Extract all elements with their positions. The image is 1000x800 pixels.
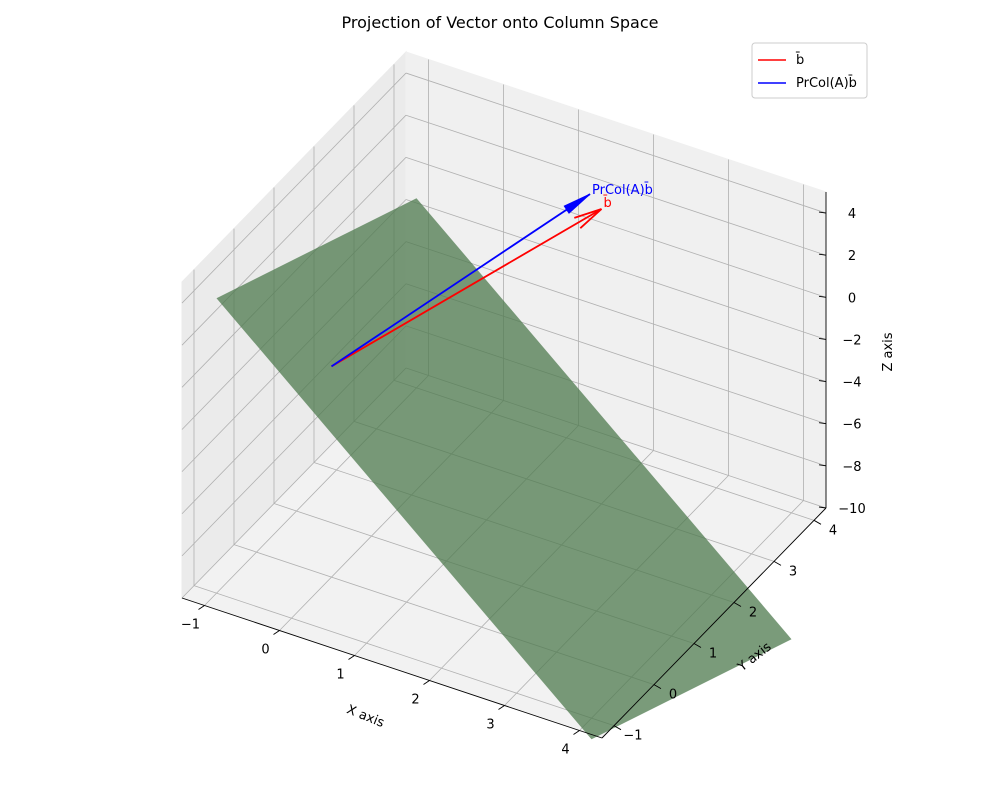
grid-line-z-back [405, 114, 827, 256]
grid-line-z-back [405, 241, 827, 382]
z-tick-label: −4 [842, 376, 861, 391]
x-tick-label: 0 [261, 643, 269, 658]
vector-projection-shaft [331, 193, 591, 368]
vector-projection-label: PrCol(A)b̄ [592, 183, 653, 198]
legend: b̄ PrCol(A)b̄ [751, 42, 868, 99]
x-tick-mark [273, 630, 280, 635]
legend-label-projection: PrCol(A)b̄ [796, 76, 857, 91]
z-tick-label: −8 [842, 460, 861, 475]
z-axis-label: Z axis [881, 332, 896, 371]
z-tick-label: 4 [848, 207, 856, 222]
vector-projection-head [563, 193, 591, 214]
x-tick-label: −1 [181, 618, 200, 633]
grid-line-z-back [405, 199, 827, 340]
x-tick-label: 4 [561, 743, 569, 758]
y-tick-label: 2 [749, 606, 757, 621]
grid-line-y-floor [193, 585, 615, 727]
x-tick-mark [198, 605, 205, 610]
grid-line-z-left [181, 114, 407, 346]
y-tick-label: 0 [669, 688, 677, 703]
y-axis-line [601, 507, 827, 739]
x-tick-mark [573, 730, 580, 735]
y-tick-mark [653, 684, 662, 689]
chart-title: Projection of Vector onto Column Space [342, 13, 659, 32]
vector-b-head-left [579, 208, 603, 229]
legend-box [751, 42, 868, 99]
z-tick-mark [818, 338, 827, 340]
axis-lines [181, 192, 827, 739]
z-tick-mark [818, 506, 827, 509]
y-tick-mark [773, 561, 782, 566]
x-tick-label: 1 [336, 668, 344, 683]
z-tick-mark [818, 253, 827, 256]
z-tick-label: −6 [842, 418, 861, 433]
x-tick-label: 2 [411, 693, 419, 708]
vector-b-label: b̄ [603, 196, 612, 211]
y-tick-mark [613, 725, 622, 731]
z-tick-mark [818, 211, 827, 214]
y-tick-label: 3 [789, 564, 797, 579]
z-tick-label: 0 [848, 291, 856, 306]
x-axis-line [181, 597, 603, 739]
x-tick-mark [498, 705, 505, 710]
vector-b-shaft [331, 208, 602, 368]
x-tick-mark [348, 655, 355, 660]
plane-layer [216, 198, 792, 740]
x-axis-label: X axis [344, 702, 386, 731]
z-tick-mark [818, 380, 827, 383]
y-tick-mark [693, 643, 702, 648]
grid-line-z-back [405, 156, 827, 298]
z-tick-label: −10 [838, 502, 865, 517]
column-space-plane [216, 198, 792, 740]
legend-label-b: b̄ [795, 53, 804, 68]
y-tick-label: −1 [623, 729, 642, 744]
y-tick-label: 1 [709, 647, 717, 662]
y-tick-mark [733, 602, 742, 607]
grid-line-z-left [181, 72, 407, 304]
z-tick-mark [818, 422, 827, 425]
y-tick-mark [813, 519, 822, 525]
vector-b-head-right [574, 208, 602, 219]
z-tick-mark [818, 464, 827, 467]
x-tick-mark [423, 680, 430, 685]
z-tick-mark [818, 295, 827, 298]
z-tick-label: 2 [848, 249, 856, 264]
vector-layer: b̄PrCol(A)b̄ [331, 183, 653, 368]
grid-line-z-back [405, 72, 827, 214]
z-tick-label: −2 [842, 334, 861, 349]
y-tick-label: 4 [829, 523, 837, 538]
x-tick-label: 3 [486, 718, 494, 733]
